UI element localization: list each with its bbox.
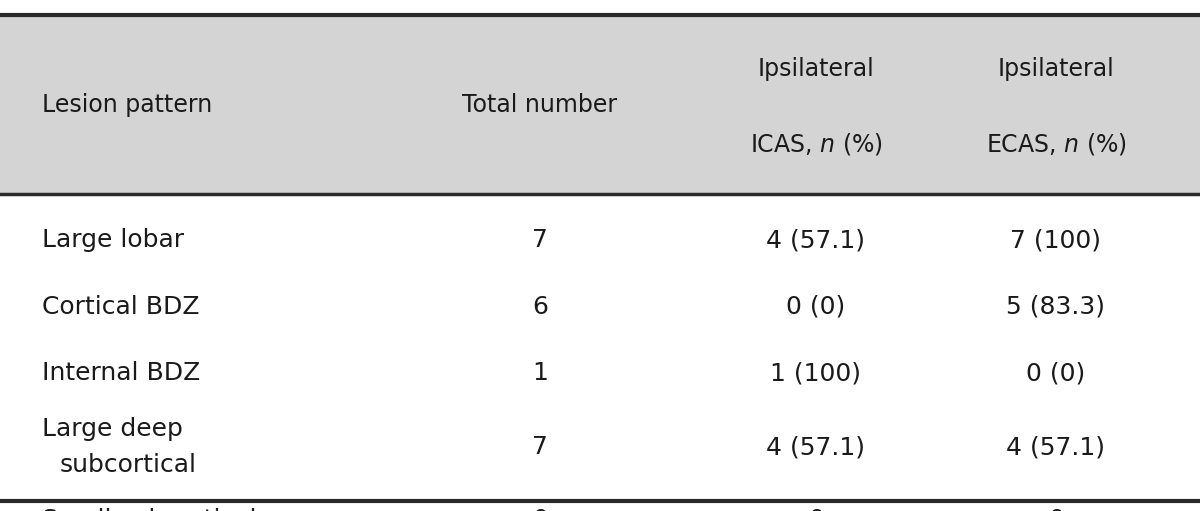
Text: 0: 0 <box>808 508 824 511</box>
Text: Small subcortical: Small subcortical <box>42 508 257 511</box>
Text: 1 (100): 1 (100) <box>770 361 862 385</box>
Text: ECAS, $n$ (%): ECAS, $n$ (%) <box>985 131 1127 157</box>
Text: 4 (57.1): 4 (57.1) <box>767 228 865 252</box>
Text: 0 (0): 0 (0) <box>786 295 846 318</box>
Text: 7: 7 <box>532 228 548 252</box>
Text: 1: 1 <box>532 361 548 385</box>
Text: 4 (57.1): 4 (57.1) <box>1007 435 1105 459</box>
Bar <box>0 15 1200 194</box>
Text: 6: 6 <box>532 295 548 318</box>
Text: 0 (0): 0 (0) <box>1026 361 1086 385</box>
Text: 4 (57.1): 4 (57.1) <box>767 435 865 459</box>
Text: Ipsilateral: Ipsilateral <box>757 57 875 81</box>
Text: 7: 7 <box>532 435 548 459</box>
Text: Total number: Total number <box>462 93 618 117</box>
Text: 0: 0 <box>532 508 548 511</box>
Text: Cortical BDZ: Cortical BDZ <box>42 295 199 318</box>
Text: Ipsilateral: Ipsilateral <box>997 57 1115 81</box>
Text: subcortical: subcortical <box>60 453 197 477</box>
Text: 0: 0 <box>1048 508 1064 511</box>
Text: Large lobar: Large lobar <box>42 228 184 252</box>
Text: Internal BDZ: Internal BDZ <box>42 361 200 385</box>
Text: ICAS, $n$ (%): ICAS, $n$ (%) <box>750 131 882 157</box>
Text: Lesion pattern: Lesion pattern <box>42 93 212 117</box>
Text: 5 (83.3): 5 (83.3) <box>1007 295 1105 318</box>
Text: Large deep: Large deep <box>42 417 182 441</box>
Text: 7 (100): 7 (100) <box>1010 228 1102 252</box>
